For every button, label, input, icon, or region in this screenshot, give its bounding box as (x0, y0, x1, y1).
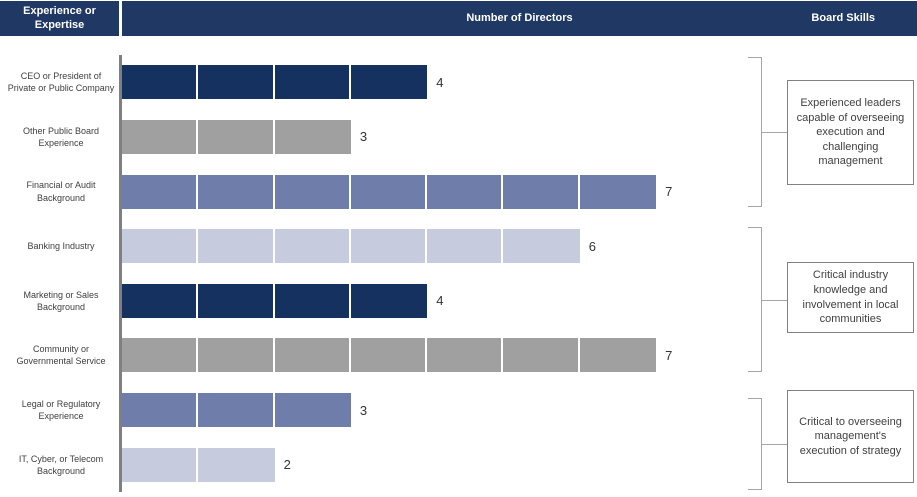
bar-area: 7 (122, 338, 673, 373)
bracket-connector (762, 132, 787, 133)
category-label: Marketing or Sales Background (23, 289, 99, 312)
bar-area: 7 (122, 174, 673, 209)
group-bracket (748, 57, 762, 207)
category-label: Community or Governmental Service (16, 344, 106, 367)
bar-segment (198, 447, 275, 482)
bar-segment (350, 174, 428, 209)
value-label: 2 (283, 457, 291, 473)
bar (122, 338, 657, 373)
bar (122, 119, 351, 154)
chart-row: Banking Industry 6 (0, 219, 760, 274)
category-label: Banking Industry (27, 241, 95, 252)
bar (122, 283, 428, 318)
bar-segment (274, 65, 351, 100)
bar-area: 2 (122, 447, 291, 482)
bar-segment (579, 338, 657, 373)
group-bracket (748, 227, 762, 372)
skill-description-box: Experienced leaders capable of overseein… (787, 80, 914, 185)
group-bracket (748, 398, 762, 490)
bar-segment (122, 283, 199, 318)
header-cell-main: Number of Directors Board Skills (122, 1, 917, 36)
bar-segment (350, 338, 428, 373)
bar-segment (274, 393, 351, 428)
category-label: Legal or Regulatory Experience (21, 398, 101, 422)
category-label: Other Public Board Experience (22, 125, 100, 148)
chart-row: IT, Cyber, or Telecom Background 2 (0, 437, 760, 492)
header-cell-directors: Number of Directors (466, 11, 573, 24)
bar-segment (274, 338, 351, 373)
bar (122, 447, 275, 482)
bar-segment (274, 119, 351, 154)
bar-segment (427, 174, 504, 209)
value-label: 3 (359, 129, 368, 145)
bar-segment (198, 393, 275, 428)
skill-description-box: Critical industry knowledge and involvem… (787, 262, 914, 333)
bar-segment (350, 283, 428, 318)
value-label: 7 (665, 184, 673, 200)
chart-row: Legal or Regulatory Experience 3 (0, 383, 760, 438)
header-cell-board-skills: Board Skills (811, 11, 875, 24)
bracket-connector (762, 299, 787, 301)
bar-segment (122, 447, 199, 482)
category-label: CEO or President of Private or Public Co… (7, 71, 115, 94)
bar-segment (198, 65, 275, 100)
value-label: 4 (436, 293, 444, 309)
header-divider (119, 1, 122, 36)
value-label: 3 (359, 402, 368, 418)
bar-segment (350, 229, 428, 264)
bar-segment (503, 338, 580, 373)
category-label: IT, Cyber, or Telecom Background (18, 453, 104, 476)
bar-segment (274, 283, 351, 318)
bar-area: 3 (122, 119, 368, 154)
value-label: 7 (665, 347, 673, 363)
bracket-connector (762, 444, 787, 445)
bar-segment (427, 338, 504, 373)
bar-chart-rows: CEO or President of Private or Public Co… (0, 55, 760, 492)
category-label: Financial or Audit Background (26, 180, 96, 203)
bar-segment (350, 65, 428, 100)
bar-segment (579, 174, 657, 209)
bar-segment (198, 283, 275, 318)
bar-segment (198, 338, 275, 373)
bar-segment (122, 229, 199, 264)
bar-segment (122, 119, 199, 154)
bar (122, 229, 580, 264)
skill-description-box: Critical to overseeing management's exec… (787, 390, 914, 483)
bar-segment (122, 338, 199, 373)
bar-area: 6 (122, 229, 597, 264)
bar (122, 393, 351, 428)
y-axis-line (119, 55, 122, 492)
chart-row: Marketing or Sales Background 4 (0, 274, 760, 329)
bar-segment (503, 174, 580, 209)
bar-segment (198, 174, 275, 209)
value-label: 6 (588, 238, 597, 254)
bar-segment (198, 229, 275, 264)
bar-area: 4 (122, 283, 444, 318)
bar-segment (274, 174, 351, 209)
bar (122, 65, 428, 100)
bar-segment (122, 393, 199, 428)
bar-segment (503, 229, 580, 264)
chart-row: Financial or Audit Background 7 (0, 164, 760, 219)
header-band: Experience or Expertise Number of Direct… (0, 1, 917, 36)
bar-area: 3 (122, 393, 368, 428)
bar-segment (274, 229, 351, 264)
chart-row: Community or Governmental Service 7 (0, 328, 760, 383)
value-label: 4 (436, 74, 444, 90)
header-cell-experience: Experience or Expertise (0, 1, 119, 36)
bar-segment (122, 174, 199, 209)
bar-segment (427, 229, 504, 264)
chart-row: Other Public Board Experience 3 (0, 110, 760, 165)
bar-segment (122, 65, 199, 100)
bar-segment (198, 119, 275, 154)
bar-area: 4 (122, 65, 444, 100)
chart-row: CEO or President of Private or Public Co… (0, 55, 760, 110)
bar (122, 174, 657, 209)
